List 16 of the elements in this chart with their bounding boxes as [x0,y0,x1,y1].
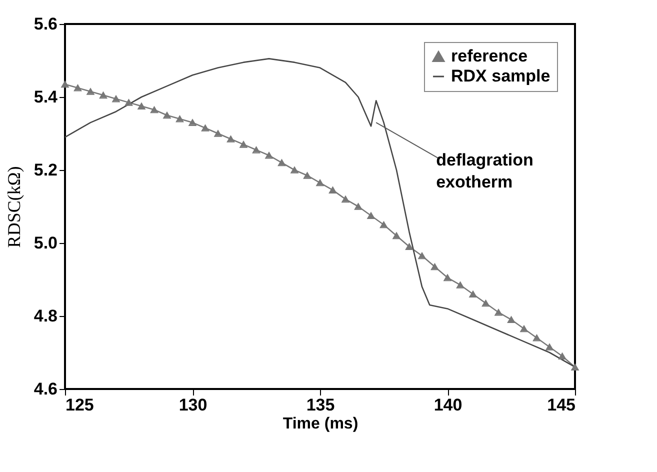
legend-label: RDX sample [451,66,550,86]
y-axis-title: RDSC(kΩ) [4,166,24,248]
y-tick-label: 4.8 [34,306,58,326]
x-tick-label: 130 [178,396,208,414]
y-tick-label: 5.6 [34,14,58,34]
legend-label: reference [451,46,528,66]
x-tick-label: 135 [306,396,335,414]
x-axis-title: Time (ms) [282,416,358,432]
y-tick-label: 5.2 [34,160,58,180]
x-tick-label: 140 [434,396,462,414]
x-tick-label: 145 [547,396,576,414]
x-tick-label: 125 [66,396,94,414]
annotation: deflagration exotherm [436,150,534,192]
y-tick-label: 4.6 [34,380,58,398]
y-tick-label: 5.0 [34,234,58,252]
y-tick-label: 5.4 [34,88,58,106]
